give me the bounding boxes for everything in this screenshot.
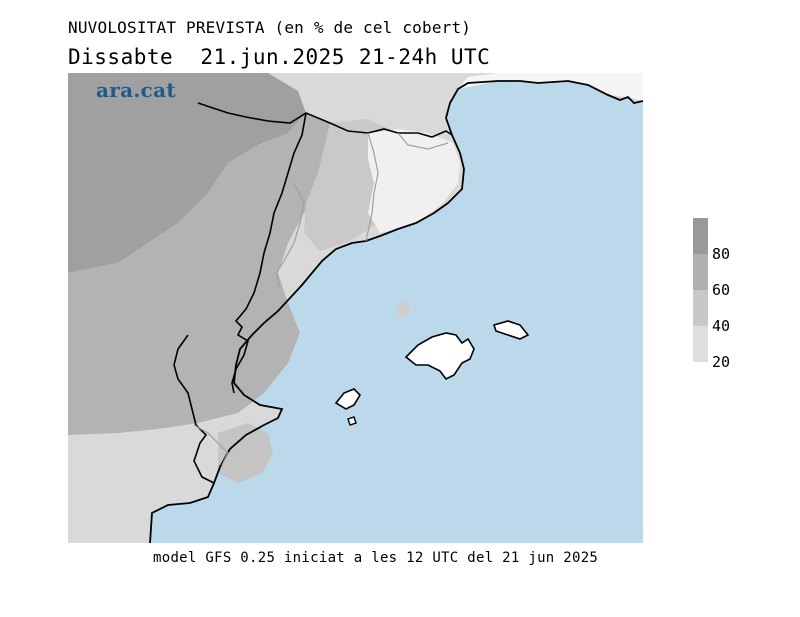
map-subtitle: Dissabte 21.jun.2025 21-24h UTC — [68, 45, 504, 69]
cloud-cover-map — [68, 73, 643, 543]
cloud-60-zone — [68, 113, 338, 435]
legend-swatch-40 — [693, 290, 708, 326]
ara-logo[interactable]: ara.cat — [96, 78, 176, 102]
model-info-footer: model GFS 0.25 iniciat a les 12 UTC del … — [153, 550, 599, 566]
map-canvas — [68, 73, 643, 543]
island-menorca — [492, 320, 530, 340]
legend-label-80: 80 — [712, 245, 731, 263]
islet-columbretes — [396, 301, 410, 317]
clear-zone-north — [458, 73, 643, 101]
legend-label-40: 40 — [712, 317, 731, 335]
border-internal-2 — [397, 132, 449, 150]
forecast-date: 21.jun.2025 — [200, 45, 345, 69]
legend-swatch-80 — [693, 218, 708, 254]
clear-zone-coast — [368, 129, 460, 233]
border-valencia-west — [173, 334, 215, 484]
forecast-period: 21-24h UTC — [358, 45, 491, 69]
cloud-80-zone-northwest — [68, 73, 306, 273]
border-aragon-catalonia — [231, 112, 307, 394]
map-title: NUVOLOSITAT PREVISTA (en % de cel cobert… — [68, 18, 472, 37]
coastline — [149, 80, 643, 543]
legend-label-20: 20 — [712, 353, 731, 371]
cloud-40-zone-south — [218, 423, 273, 483]
legend-swatch-60 — [693, 254, 708, 290]
island-formentera — [347, 416, 357, 426]
border-france-spain — [197, 102, 453, 138]
legend-swatch-20 — [693, 326, 708, 362]
island-ibiza — [334, 388, 362, 410]
cloud-cover-legend: 80 60 40 20 — [693, 218, 753, 371]
border-internal-3 — [275, 182, 305, 288]
legend-label-60: 60 — [712, 281, 731, 299]
border-internal-1 — [365, 132, 379, 242]
border-internal-4 — [193, 424, 229, 466]
forecast-day: Dissabte — [68, 45, 174, 69]
island-mallorca — [404, 332, 475, 381]
